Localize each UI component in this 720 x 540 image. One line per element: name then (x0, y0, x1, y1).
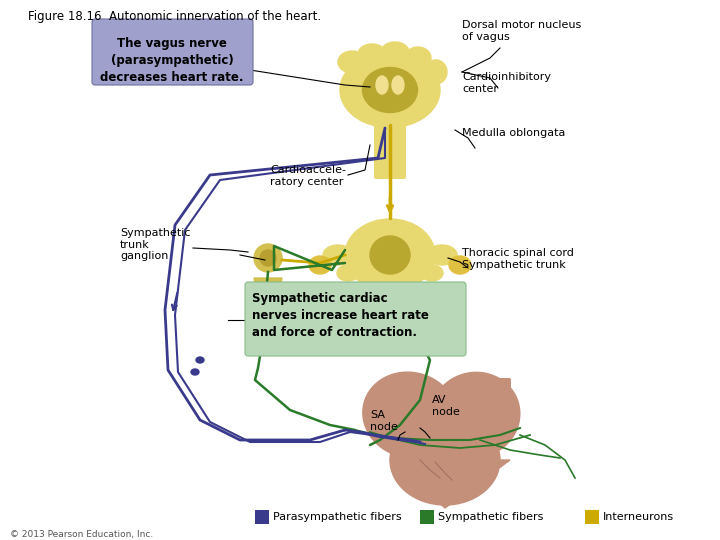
Ellipse shape (376, 76, 388, 94)
Ellipse shape (323, 245, 353, 265)
Ellipse shape (405, 47, 431, 69)
FancyBboxPatch shape (374, 120, 406, 179)
Ellipse shape (362, 68, 418, 112)
Ellipse shape (358, 44, 386, 64)
Ellipse shape (340, 52, 440, 127)
Ellipse shape (191, 369, 199, 375)
Text: Interneurons: Interneurons (603, 512, 674, 522)
Text: Cardioinhibitory
center: Cardioinhibitory center (462, 72, 551, 93)
Text: Cardioaccele-
ratory center: Cardioaccele- ratory center (270, 165, 346, 187)
Text: AV
node: AV node (432, 395, 460, 416)
Ellipse shape (421, 265, 443, 281)
Text: Sympathetic
trunk
ganglion: Sympathetic trunk ganglion (120, 228, 191, 261)
Ellipse shape (309, 256, 331, 274)
Text: Sympathetic fibers: Sympathetic fibers (438, 512, 544, 522)
Ellipse shape (449, 256, 471, 274)
Ellipse shape (381, 42, 409, 62)
Ellipse shape (363, 372, 457, 458)
Text: © 2013 Pearson Education, Inc.: © 2013 Pearson Education, Inc. (10, 530, 153, 539)
Bar (585, 510, 599, 524)
Ellipse shape (345, 219, 435, 291)
Text: SA
node: SA node (370, 410, 398, 431)
Ellipse shape (392, 76, 404, 94)
FancyBboxPatch shape (493, 378, 511, 412)
Ellipse shape (425, 60, 447, 84)
Ellipse shape (370, 236, 410, 274)
Bar (420, 510, 434, 524)
Text: Thoracic spinal cord
Sympathetic trunk: Thoracic spinal cord Sympathetic trunk (462, 248, 574, 269)
Polygon shape (254, 278, 282, 303)
FancyBboxPatch shape (245, 282, 466, 356)
Ellipse shape (390, 415, 500, 505)
Text: Parasympathetic fibers: Parasympathetic fibers (273, 512, 402, 522)
Ellipse shape (427, 245, 457, 265)
Ellipse shape (337, 265, 359, 281)
Text: Figure 18.16  Autonomic innervation of the heart.: Figure 18.16 Autonomic innervation of th… (28, 10, 321, 23)
Ellipse shape (196, 357, 204, 363)
Text: Dorsal motor nucleus
of vagus: Dorsal motor nucleus of vagus (462, 20, 581, 42)
Polygon shape (390, 460, 510, 508)
Text: The vagus nerve
(parasympathetic)
decreases heart rate.: The vagus nerve (parasympathetic) decrea… (100, 37, 244, 84)
Bar (255, 510, 269, 524)
FancyBboxPatch shape (92, 19, 253, 85)
Ellipse shape (338, 51, 366, 73)
Text: Medulla oblongata: Medulla oblongata (462, 128, 565, 138)
Ellipse shape (260, 250, 276, 266)
Ellipse shape (254, 244, 282, 272)
Text: Sympathetic cardiac
nerves increase heart rate
and force of contraction.: Sympathetic cardiac nerves increase hear… (252, 292, 429, 339)
Ellipse shape (430, 372, 520, 458)
